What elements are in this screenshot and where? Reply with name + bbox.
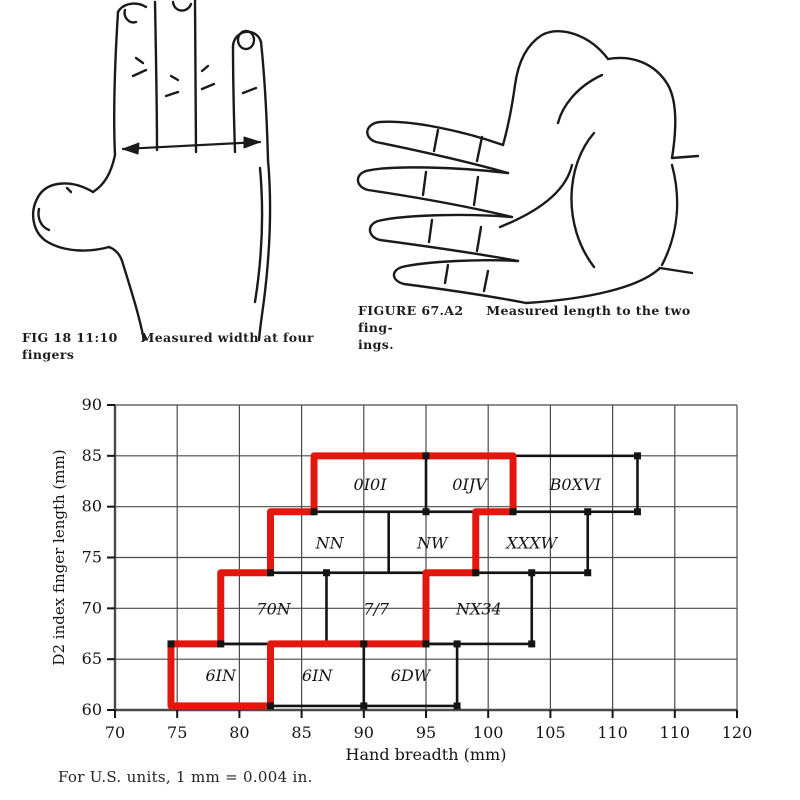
y-tick-label: 60 (82, 700, 102, 719)
junction-dot (422, 640, 430, 648)
junction-dot (528, 569, 536, 577)
junction-dot (310, 508, 318, 516)
thumbnail (37, 207, 51, 232)
hand-dorsal-illustration (31, 0, 272, 342)
size-cell-label: 6DW (391, 666, 432, 685)
fingernail-1 (123, 8, 138, 24)
x-tick-label: 110 (660, 723, 691, 742)
junction-dot (422, 452, 430, 460)
junction-dot (360, 640, 368, 648)
size-cell-label: 6IN (205, 666, 237, 685)
y-tick-label: 75 (82, 548, 102, 567)
y-tick-label: 80 (82, 497, 102, 516)
y-axis-title: D2 index finger length (mm) (50, 449, 68, 665)
x-tick-label: 100 (473, 723, 504, 742)
junction-dot (217, 640, 225, 648)
x-tick-label: 75 (167, 723, 187, 742)
wrist-line-top (670, 154, 700, 160)
junction-dot (509, 508, 517, 516)
figure1-caption: FIG 18 11:10 Measured width at four fing… (22, 330, 352, 364)
junction-dot (633, 452, 641, 460)
junction-dot (360, 702, 368, 710)
size-cell-label: 7/7 (363, 599, 390, 618)
fingernail-2 (171, 0, 193, 12)
size-cell-label: 0I0I (354, 475, 388, 494)
figure2-caption-label: FIGURE 67.A2 (358, 303, 464, 318)
size-cell-label: 6IN (302, 666, 334, 685)
junction-dot (528, 640, 536, 648)
junction-dot (472, 569, 480, 577)
figure2-caption: FIGURE 67.A2 Measured length to the two … (358, 303, 706, 354)
x-tick-label: 110 (597, 723, 628, 742)
y-tick-label: 65 (82, 649, 102, 668)
y-tick-label: 85 (82, 446, 102, 465)
x-tick-label: 90 (354, 723, 374, 742)
size-cell-label: 70N (256, 599, 291, 618)
junction-dot (167, 640, 175, 648)
junction-dot (453, 640, 461, 648)
size-cell-label: XXXW (504, 533, 558, 552)
red-size-boundary (167, 452, 517, 710)
junction-dot (267, 569, 274, 577)
figure1-caption-label: FIG 18 11:10 (22, 330, 118, 345)
junction-dot (322, 569, 330, 577)
junction-dot (453, 702, 461, 710)
junction-dot (267, 702, 274, 710)
size-cell-label: NN (315, 533, 345, 552)
hand-palm-illustration (356, 30, 700, 305)
units-footnote: For U.S. units, 1 mm = 0.004 in. (58, 768, 313, 786)
x-tick-label: 105 (535, 723, 566, 742)
figure2-caption-text: Measured length to the two fing- (358, 303, 691, 335)
wrist-line-bottom (658, 266, 694, 275)
junction-dot (584, 569, 592, 577)
junction-dot (633, 508, 641, 516)
x-tick-label: 120 (722, 723, 753, 742)
junction-dot (584, 508, 592, 516)
figure2-caption-text2: ings. (358, 336, 394, 352)
width-measure-arrow (121, 136, 262, 155)
figure1-caption-text: Measured width at four fingers (22, 330, 314, 362)
fingernail-3 (236, 29, 256, 51)
x-tick-label: 80 (229, 723, 249, 742)
x-tick-label: 70 (105, 723, 125, 742)
size-cell-label: NX34 (455, 599, 502, 618)
x-tick-label: 95 (416, 723, 436, 742)
y-tick-label: 90 (82, 395, 102, 414)
x-tick-label: 85 (291, 723, 311, 742)
y-tick-label: 70 (82, 598, 102, 617)
x-axis-title: Hand breadth (mm) (346, 745, 507, 764)
size-cell-label: B0XVI (549, 475, 602, 494)
junction-dot (422, 508, 430, 516)
size-cell-label: NW (416, 533, 449, 552)
size-cell-label: 0IJV (452, 475, 488, 494)
